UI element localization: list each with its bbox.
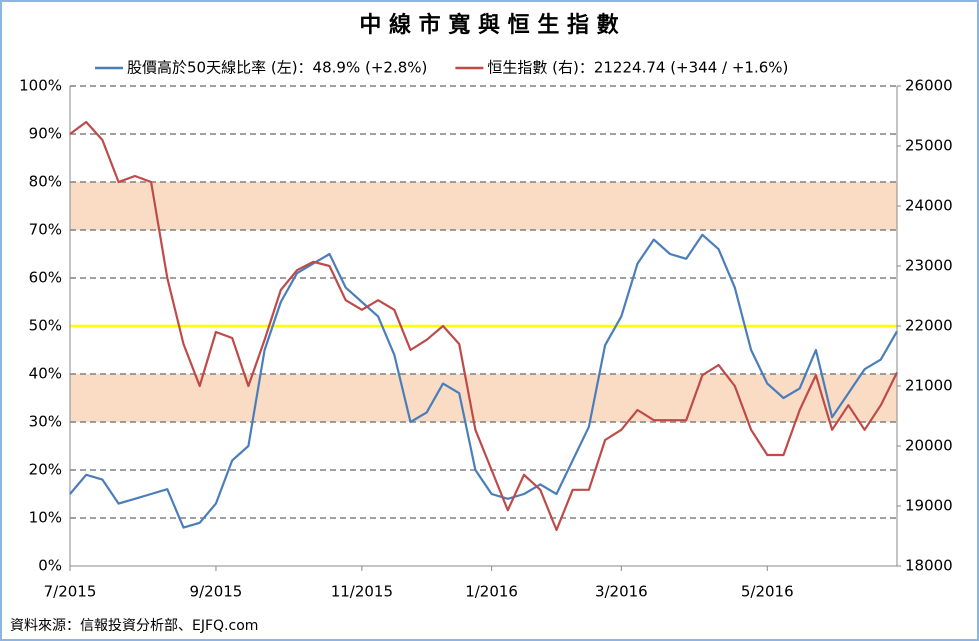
- y-tick-label: 60%: [29, 269, 62, 287]
- series-line: [69, 120, 898, 532]
- y-tick-label: 70%: [29, 221, 62, 239]
- y-tick-label: 100%: [19, 77, 62, 95]
- legend-label: 恒生指數 (右)：21224.74 (+344 / +1.6%): [487, 59, 788, 77]
- y-tick-label: 40%: [29, 365, 62, 383]
- y-tick-label: 10%: [29, 509, 62, 527]
- y2-tick-label: 25000: [905, 137, 953, 155]
- series-line: [69, 233, 898, 529]
- y-tick-label: 80%: [29, 173, 62, 191]
- x-tick-label: 7/2015: [44, 583, 97, 601]
- y2-tick-label: 24000: [905, 197, 953, 215]
- x-tick-label: 5/2016: [741, 583, 794, 601]
- source-note: 資料來源：信報投資分析部、EJFQ.com: [10, 618, 258, 634]
- y-tick-label: 20%: [29, 461, 62, 479]
- y-tick-label: 30%: [29, 413, 62, 431]
- legend-label: 股價高於50天線比率 (左)：48.9% (+2.8%): [127, 59, 427, 77]
- shaded-band: [70, 182, 897, 230]
- y-tick-label: 50%: [29, 317, 62, 335]
- y-tick-label: 90%: [29, 125, 62, 143]
- x-tick-label: 1/2016: [465, 583, 518, 601]
- x-tick-label: 11/2015: [331, 583, 393, 601]
- chart-title: 中 線 市 寬 與 恒 生 指 數: [359, 12, 618, 38]
- y-tick-label: 0%: [38, 557, 62, 575]
- y2-tick-label: 19000: [905, 497, 953, 515]
- x-tick-label: 9/2015: [190, 583, 243, 601]
- y2-tick-label: 20000: [905, 437, 953, 455]
- shaded-band: [70, 374, 897, 422]
- y2-tick-label: 18000: [905, 557, 953, 575]
- y2-tick-label: 26000: [905, 77, 953, 95]
- y2-tick-label: 21000: [905, 377, 953, 395]
- y2-tick-label: 22000: [905, 317, 953, 335]
- x-tick-label: 3/2016: [595, 583, 648, 601]
- y2-tick-label: 23000: [905, 257, 953, 275]
